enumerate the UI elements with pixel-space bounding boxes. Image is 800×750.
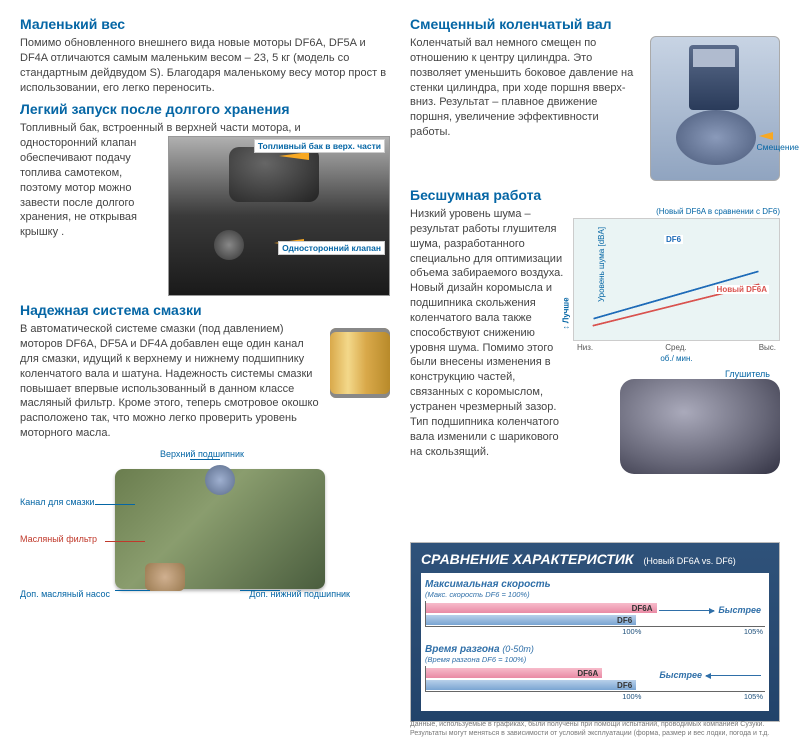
series-df6-label: DF6 bbox=[664, 235, 683, 244]
leader-line bbox=[115, 590, 150, 591]
section-light-weight: Маленький вес Помимо обновленного внешне… bbox=[20, 16, 390, 95]
text-crank: Коленчатый вал немного смещен по отношен… bbox=[410, 36, 642, 140]
section-easy-start: Легкий запуск после долгого хранения Топ… bbox=[20, 101, 390, 296]
noise-chart: Уровень шума [dBA] ↕ Лучше DF6 Новый DF6… bbox=[573, 218, 780, 341]
section-crankshaft: Смещенный коленчатый вал Коленчатый вал … bbox=[410, 16, 780, 181]
xtick-high: Выс. bbox=[759, 343, 776, 352]
comparison-subtitle: (Новый DF6A vs. DF6) bbox=[643, 556, 735, 566]
callout-valve: Односторонний клапан bbox=[278, 241, 385, 255]
heading-lub: Надежная система смазки bbox=[20, 302, 390, 318]
label-oil-pump: Доп. масляный насос bbox=[20, 589, 110, 599]
leader-line bbox=[95, 504, 135, 505]
cmp-row-speed: Максимальная скорость (Макс. скорость DF… bbox=[425, 579, 765, 636]
oil-filter-image bbox=[330, 328, 390, 398]
text-noise: Низкий уровень шума – результат работы г… bbox=[410, 207, 565, 459]
label-oil-filter: Масляный фильтр bbox=[20, 534, 97, 544]
heading-start: Легкий запуск после долгого хранения bbox=[20, 101, 390, 117]
comparison-title: СРАВНЕНИЕ ХАРАКТЕРИСТИК (Новый DF6A vs. … bbox=[421, 551, 769, 567]
crank-wheel-shape bbox=[676, 110, 756, 165]
leader-line bbox=[105, 541, 145, 542]
section-lubrication: Надежная система смазки В автоматической… bbox=[20, 302, 390, 599]
bar-df6: DF6 bbox=[426, 680, 636, 690]
xtick-mid: Сред. bbox=[665, 343, 686, 352]
leader-line bbox=[240, 590, 280, 591]
bar-df6a: DF6A bbox=[426, 603, 657, 613]
text-start-body: односторонний клапан обеспечивают подачу… bbox=[20, 136, 160, 240]
lubrication-diagram: Верхний подшипник Канал для смазки Масля… bbox=[20, 449, 390, 599]
leader-line bbox=[190, 459, 220, 460]
fuel-tank-image: Топливный бак в верх. части Односторонни… bbox=[168, 136, 390, 296]
valve-shape bbox=[214, 230, 244, 260]
cmp-row-accel: Время разгона (0-50m) (Время разгона DF6… bbox=[425, 644, 765, 701]
offset-arrow-icon bbox=[759, 132, 773, 140]
comparison-graph: Максимальная скорость (Макс. скорость DF… bbox=[421, 573, 769, 711]
comparison-panel: СРАВНЕНИЕ ХАРАКТЕРИСТИК (Новый DF6A vs. … bbox=[410, 542, 780, 722]
section-noise: Бесшумная работа Низкий уровень шума – р… bbox=[410, 187, 780, 474]
series-df6a-label: Новый DF6A bbox=[715, 285, 769, 294]
left-column: Маленький вес Помимо обновленного внешне… bbox=[20, 10, 390, 599]
heading-weight: Маленький вес bbox=[20, 16, 390, 32]
cmp-row-title: Максимальная скорость bbox=[425, 579, 765, 590]
bar-df6a: DF6A bbox=[426, 668, 602, 678]
series-df6-line bbox=[593, 270, 759, 319]
cmp-row-note: (Время разгона DF6 = 100%) bbox=[425, 655, 765, 664]
xtick-low: Низ. bbox=[577, 343, 593, 352]
arrow-icon bbox=[279, 152, 309, 160]
piston-shape bbox=[693, 49, 735, 67]
noise-x-axis-label: об./ мин. bbox=[573, 354, 780, 363]
top-bearing-shape bbox=[205, 465, 235, 495]
text-weight: Помимо обновленного внешнего вида новые … bbox=[20, 36, 390, 95]
better-arrow-label: ↕ Лучше bbox=[562, 297, 571, 329]
callout-tank: Топливный бак в верх. части bbox=[254, 139, 385, 153]
noise-y-axis-label: Уровень шума [dBA] bbox=[597, 226, 606, 301]
cmp-row-note: (Макс. скорость DF6 = 100%) bbox=[425, 590, 765, 599]
text-lub: В автоматической системе смазки (под дав… bbox=[20, 322, 322, 441]
pct-105: 105% bbox=[744, 692, 763, 701]
heading-noise: Бесшумная работа bbox=[410, 187, 780, 203]
label-top-bearing: Верхний подшипник bbox=[160, 449, 244, 459]
label-offset: Смещение bbox=[756, 142, 799, 152]
comparison-footnote: Данные, используемые в графиках, были по… bbox=[410, 721, 780, 738]
silencer-image bbox=[620, 379, 780, 474]
label-channel: Канал для смазки bbox=[20, 497, 95, 507]
text-start-intro: Топливный бак, встроенный в верхней част… bbox=[20, 121, 390, 136]
noise-x-ticks: Низ. Сред. Выс. bbox=[573, 341, 780, 354]
noise-chart-title: (Новый DF6A в сравнении с DF6) bbox=[573, 207, 780, 216]
heading-crank: Смещенный коленчатый вал bbox=[410, 16, 780, 32]
faster-label: Быстрее bbox=[659, 670, 761, 680]
pct-100: 100% bbox=[622, 692, 641, 701]
label-silencer: Глушитель bbox=[573, 369, 780, 379]
cmp-row-title: Время разгона (0-50m) bbox=[425, 644, 765, 655]
motor-body-shape bbox=[115, 469, 325, 589]
pct-105: 105% bbox=[744, 627, 763, 636]
right-column: Смещенный коленчатый вал Коленчатый вал … bbox=[410, 10, 780, 599]
crankshaft-diagram: Смещение bbox=[650, 36, 780, 181]
bar-df6: DF6 bbox=[426, 615, 636, 625]
oil-pump-shape bbox=[145, 563, 185, 591]
pct-100: 100% bbox=[622, 627, 641, 636]
faster-label: Быстрее bbox=[659, 605, 761, 615]
